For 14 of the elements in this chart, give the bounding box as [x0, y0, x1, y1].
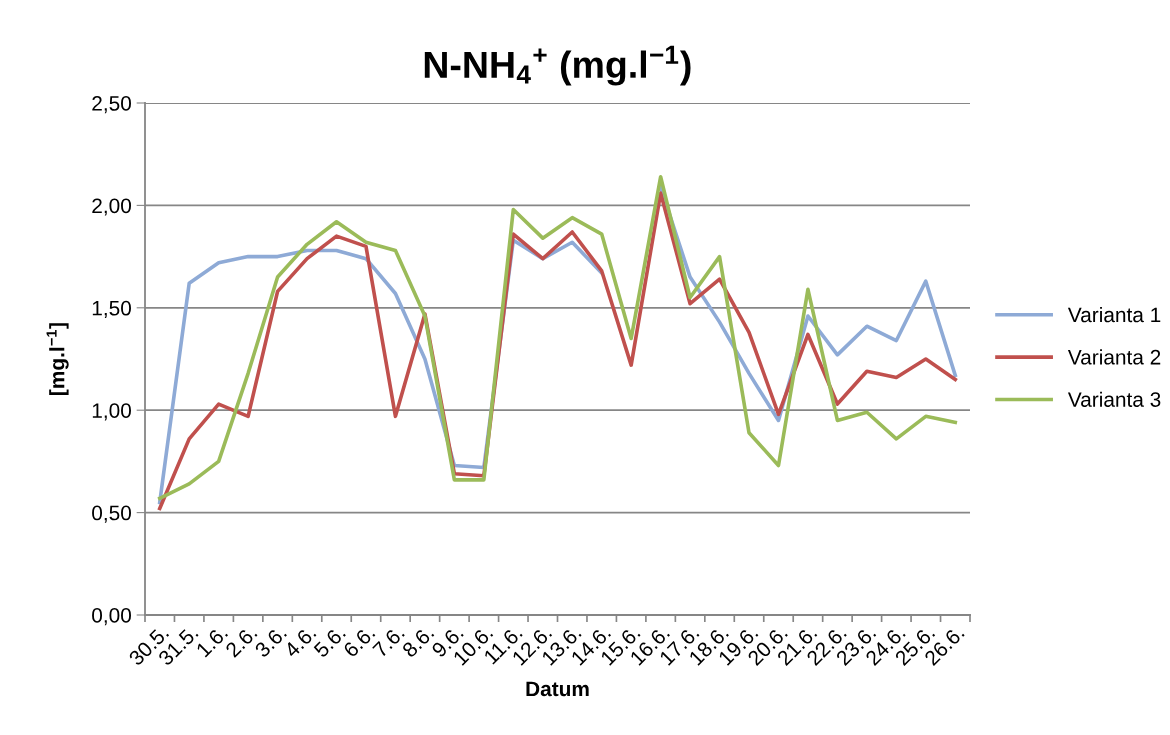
legend-label: Varianta 2 — [1067, 349, 1161, 365]
legend-label: Varianta 3 — [1067, 391, 1161, 407]
y-tick-label: 2,50 — [92, 96, 131, 114]
x-tick-label: 5.6. — [312, 625, 346, 659]
x-axis-title: Datum — [526, 681, 589, 697]
y-tick-label: 0,00 — [92, 608, 131, 626]
legend-label: Varianta 1 — [1067, 306, 1161, 323]
y-tick-label: 2,00 — [92, 198, 131, 216]
y-tick-label: 1,00 — [92, 403, 131, 421]
y-axis-title: [mg.l$^{−1}$] — [46, 323, 69, 395]
chart-title: N-NH$_{4}$$^{+}$ (mg.l$^{−1}$) — [424, 45, 691, 86]
y-tick-label: 0,50 — [92, 505, 131, 523]
y-tick-label: 1,50 — [92, 300, 131, 319]
x-tick-label: 8.6. — [401, 625, 435, 659]
